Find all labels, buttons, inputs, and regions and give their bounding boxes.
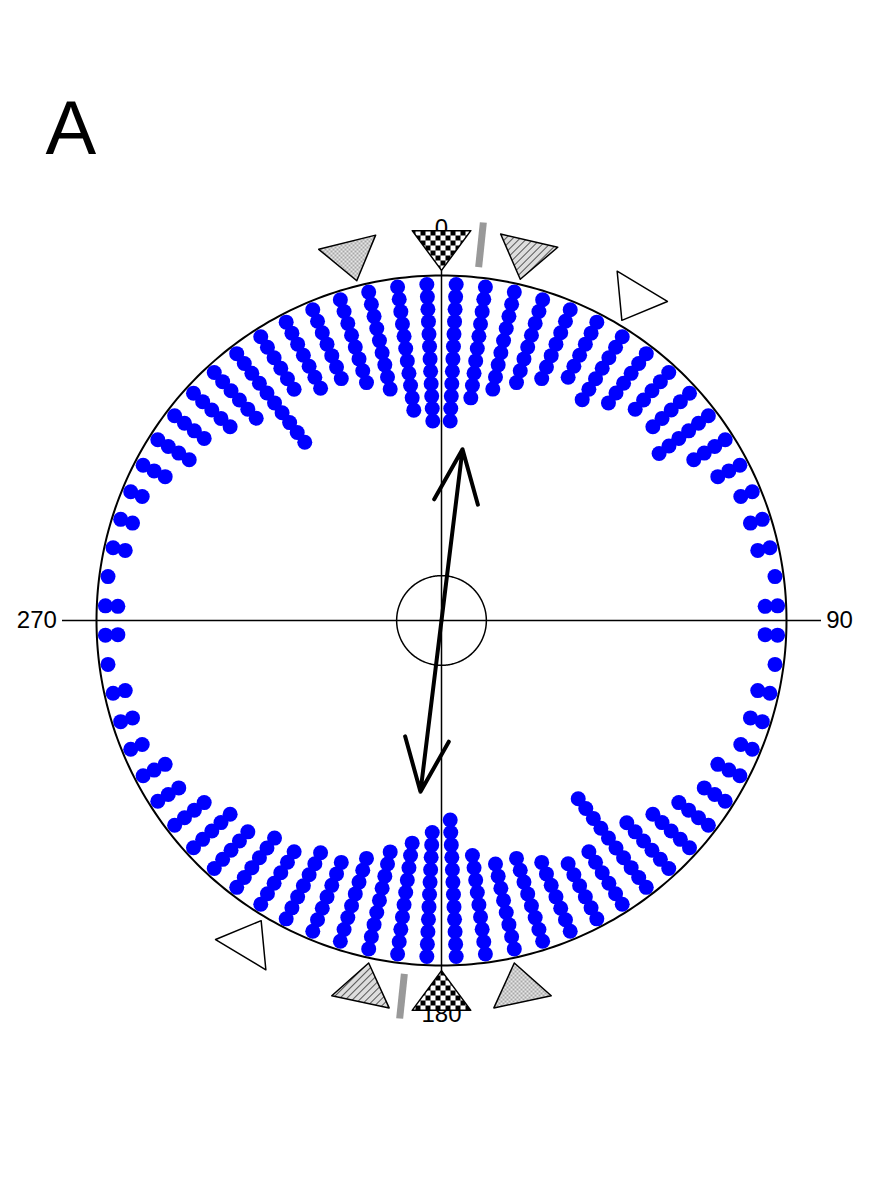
svg-text:0: 0: [434, 213, 449, 241]
svg-text:90: 90: [826, 606, 853, 633]
svg-text:270: 270: [17, 606, 57, 633]
svg-text:180: 180: [421, 1000, 462, 1028]
svg-text:A: A: [46, 85, 97, 170]
